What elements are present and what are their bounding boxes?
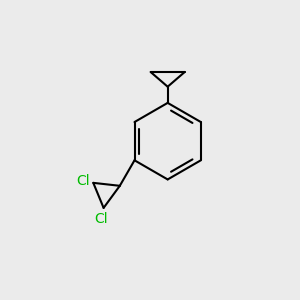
Text: Cl: Cl <box>94 212 107 226</box>
Text: Cl: Cl <box>76 174 90 188</box>
